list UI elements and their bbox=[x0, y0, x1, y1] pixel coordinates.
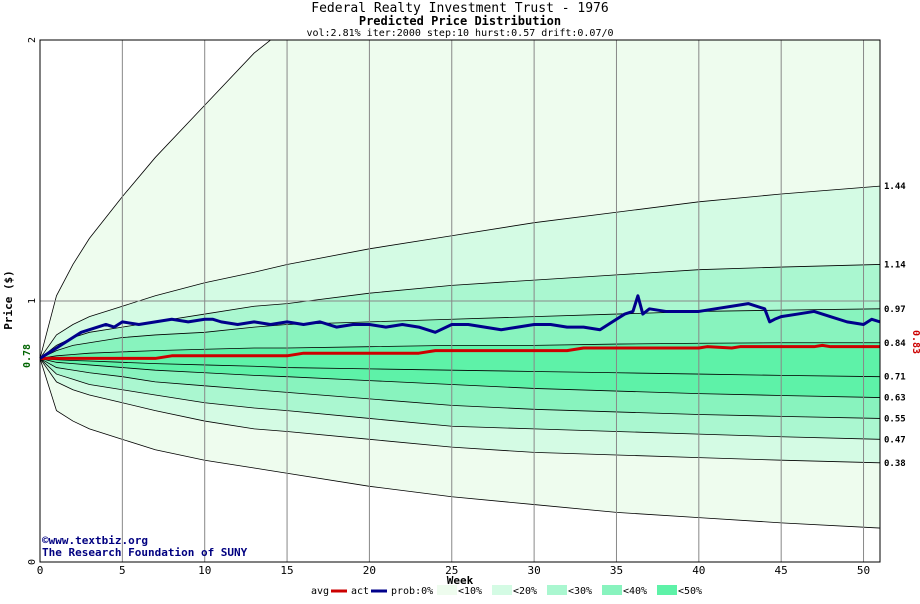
legend-swatch bbox=[547, 585, 567, 595]
band-median-line bbox=[40, 358, 880, 378]
y-axis-label: Price ($) bbox=[2, 270, 15, 330]
legend-label-band: <20% bbox=[513, 586, 537, 597]
legend-label-prob: prob:0% bbox=[391, 586, 433, 597]
chart-title: Federal Realty Investment Trust - 1976 bbox=[311, 1, 608, 16]
x-tick-label: 35 bbox=[610, 564, 623, 577]
band-upper-line-2 bbox=[40, 185, 880, 359]
copyright-url-text: www.textbiz.org bbox=[49, 534, 148, 547]
legend-label-avg: avg bbox=[311, 586, 329, 597]
copyright-url: ©www.textbiz.org bbox=[42, 534, 148, 547]
band-lower-line-5 bbox=[40, 358, 880, 398]
copyright-org: The Research Foundation of SUNY bbox=[42, 546, 248, 559]
y-tick-label: 0 bbox=[27, 559, 38, 565]
x-tick-label: 45 bbox=[775, 564, 788, 577]
band-lower-line-3 bbox=[40, 358, 880, 440]
band-lower-line-1 bbox=[40, 358, 880, 529]
percentile-label: 0.63 bbox=[884, 394, 906, 404]
legend-swatch bbox=[657, 585, 677, 595]
chart-subtitle: Predicted Price Distribution bbox=[359, 14, 561, 28]
percentile-label: 0.47 bbox=[884, 435, 906, 445]
x-tick-label: 10 bbox=[198, 564, 211, 577]
x-axis-label: Week bbox=[447, 574, 474, 587]
legend-label-band: <10% bbox=[458, 586, 482, 597]
legend-label-band: <30% bbox=[568, 586, 592, 597]
band-lower-line-4 bbox=[40, 358, 880, 419]
band-upper-line-5 bbox=[40, 342, 880, 359]
x-tick-label: 40 bbox=[692, 564, 705, 577]
legend-label-band: <40% bbox=[623, 586, 647, 597]
band-upper-line-1 bbox=[40, 40, 272, 359]
legend-swatch bbox=[602, 585, 622, 595]
plot-frame bbox=[39, 39, 881, 563]
percentile-label: 0.55 bbox=[884, 414, 906, 424]
percentile-label: 0.97 bbox=[884, 305, 906, 315]
legend-label-band: <50% bbox=[678, 586, 702, 597]
series-line-avg bbox=[40, 343, 880, 360]
legend-swatch bbox=[492, 585, 512, 595]
percentile-label: 0.71 bbox=[884, 373, 906, 383]
start-price-label: 0.78 bbox=[22, 344, 33, 368]
percentile-label: 1.44 bbox=[884, 182, 906, 192]
plot-area: 0 5 10 15 20 25 30 35 40 45 50 0 1 2 1.44 1.14 0.97 0.84 0… bbox=[27, 37, 906, 577]
legend: avg act prob:0% <10% <20% <30% <40% <50% bbox=[311, 585, 702, 597]
y-tick-label: 2 bbox=[27, 37, 38, 43]
x-tick-label: 25 bbox=[445, 564, 458, 577]
series-line-act bbox=[39, 294, 881, 360]
legend-label-act: act bbox=[351, 586, 369, 597]
x-tick-label: 0 bbox=[37, 564, 44, 577]
chart-params: vol:2.81% iter:2000 step:10 hurst:0.57 d… bbox=[306, 28, 613, 39]
percentile-label: 0.84 bbox=[884, 339, 906, 349]
x-tick-label: 30 bbox=[527, 564, 540, 577]
end-price-label: 0.83 bbox=[910, 330, 920, 354]
y-tick-label: 1 bbox=[27, 298, 38, 304]
x-tick-label: 50 bbox=[857, 564, 870, 577]
x-tick-label: 20 bbox=[363, 564, 376, 577]
percentile-label: 0.38 bbox=[884, 459, 906, 469]
band-lower-line-2 bbox=[40, 358, 880, 464]
percentile-label: 1.14 bbox=[884, 260, 906, 270]
x-tick-label: 5 bbox=[119, 564, 126, 577]
band-upper-line-3 bbox=[40, 264, 880, 359]
copyright-symbol: © bbox=[42, 534, 49, 547]
legend-swatch bbox=[437, 585, 457, 595]
x-tick-label: 15 bbox=[280, 564, 293, 577]
